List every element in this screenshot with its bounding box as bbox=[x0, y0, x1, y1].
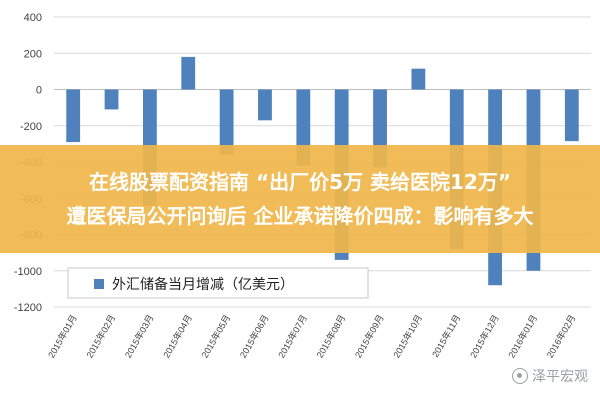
legend-box bbox=[67, 267, 369, 299]
bar-2 bbox=[104, 89, 119, 110]
x-tick-label: 2015年02月 bbox=[84, 313, 118, 360]
watermark: 泽平宏观 bbox=[512, 366, 588, 386]
x-tick-label: 2015年11月 bbox=[429, 313, 462, 360]
x-tick-label: 2015年03月 bbox=[122, 313, 156, 360]
bar-14 bbox=[564, 89, 579, 142]
bar-5 bbox=[219, 89, 234, 155]
y-tick-label: 400 bbox=[24, 12, 42, 24]
y-tick-label: -200 bbox=[20, 121, 42, 133]
y-tick-label: -1000 bbox=[14, 266, 42, 278]
x-tick-label: 2016年02月 bbox=[544, 313, 578, 360]
bar-4 bbox=[181, 56, 196, 90]
x-tick-label: 2016年01月 bbox=[506, 313, 540, 360]
y-tick-label: 200 bbox=[24, 48, 42, 60]
headline-line-2: 遭医保局公开问询后 企业承诺降价四成：影响有多大 bbox=[66, 204, 534, 228]
x-tick-label: 2015年05月 bbox=[199, 313, 233, 360]
watermark-logo-icon bbox=[512, 368, 528, 384]
watermark-text: 泽平宏观 bbox=[532, 369, 588, 385]
x-tick-label: 2015年08月 bbox=[314, 313, 348, 360]
legend-label: 外汇储备当月增减（亿美元） bbox=[112, 276, 294, 293]
headline-banner[interactable]: 在线股票配资指南 “出厂价5万 卖给医院12万” 遭医保局公开问询后 企业承诺降… bbox=[0, 145, 600, 253]
bar-10 bbox=[411, 68, 426, 90]
x-tick-label: 2015年06月 bbox=[237, 313, 271, 360]
bar-6 bbox=[258, 89, 272, 121]
x-tick-label: 2015年10月 bbox=[391, 313, 425, 360]
x-axis-ticks: 2015年01月 2015年02月 2015年03月 2015年04月 2015年05月… bbox=[45, 313, 577, 360]
headline-line-1: 在线股票配资指南 “出厂价5万 卖给医院12万” bbox=[89, 170, 511, 194]
x-tick-label: 2015年07月 bbox=[276, 313, 310, 360]
bar-1 bbox=[66, 89, 81, 143]
x-tick-label: 2015年09月 bbox=[352, 313, 386, 360]
y-tick-label: 0 bbox=[36, 85, 42, 97]
legend: 外汇储备当月增减（亿美元） bbox=[67, 267, 369, 299]
x-tick-label: 2015年01月 bbox=[45, 313, 79, 360]
y-tick-label: -1200 bbox=[14, 302, 42, 314]
x-tick-label: 2015年12月 bbox=[467, 313, 501, 360]
x-tick-label: 2015年04月 bbox=[160, 313, 194, 360]
legend-swatch bbox=[94, 279, 104, 289]
